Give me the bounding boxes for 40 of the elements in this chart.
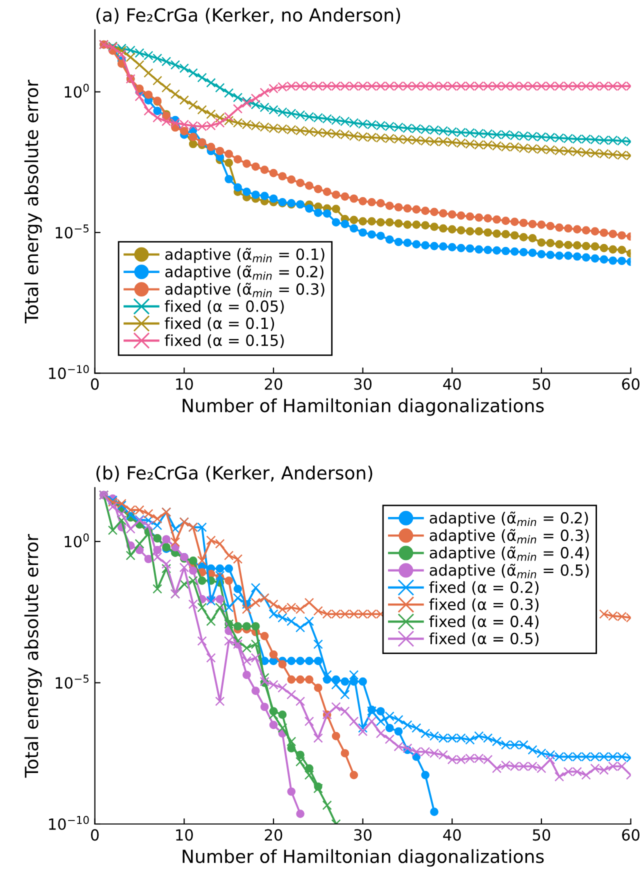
legend-label: adaptive (α̃$_{min}$ = 0.3) <box>165 282 324 298</box>
x-tick-label: 0 <box>91 378 99 390</box>
legend-label: fixed (α = 0.4) <box>429 615 538 630</box>
y-tick-label: 10$^{0}$ <box>64 533 89 548</box>
x-tick-label: 60 <box>622 378 640 390</box>
legend-label: adaptive (α̃$_{min}$ = 0.4) <box>430 546 589 562</box>
legend-label: fixed (α = 0.2) <box>429 581 538 595</box>
y-tick-label: 10$^{−5}$ <box>56 674 89 689</box>
x-tick-label: 30 <box>354 829 372 841</box>
legend-label: adaptive (α̃$_{min}$ = 0.3) <box>430 528 589 544</box>
y-tick-label: 10$^{−10}$ <box>49 365 89 380</box>
x-axis-title: Number of Hamiltonian diagonalizations <box>182 849 544 867</box>
y-axis-title: Total energy absolute error <box>24 534 42 778</box>
x-tick-label: 40 <box>443 829 461 841</box>
x-tick-label: 0 <box>91 829 99 841</box>
chart-title: (a) Fe₂CrGa (Kerker, no Anderson) <box>96 8 400 24</box>
y-tick-label: 10$^{−5}$ <box>56 224 89 238</box>
legend-label: adaptive (α̃$_{min}$ = 0.2) <box>430 512 588 527</box>
legend-label: fixed (α = 0.15) <box>164 334 284 348</box>
legend-label: fixed (α = 0.05) <box>164 300 284 314</box>
legend-label: fixed (α = 0.1) <box>164 317 274 331</box>
y-tick-label: 10$^{−10}$ <box>49 816 89 830</box>
legend-label: fixed (α = 0.5) <box>429 632 538 646</box>
y-tick-label: 10$^{0}$ <box>64 84 89 98</box>
y-axis-title: Total energy absolute error <box>24 80 42 324</box>
x-tick-label: 50 <box>532 378 550 390</box>
legend-label: fixed (α = 0.3) <box>429 598 538 612</box>
legend-label: adaptive (α̃$_{min}$ = 0.1) <box>165 248 324 263</box>
x-tick-label: 30 <box>354 378 372 390</box>
x-tick-label: 10 <box>176 829 193 841</box>
x-tick-label: 20 <box>264 378 282 390</box>
x-tick-label: 40 <box>443 378 461 390</box>
x-tick-label: 60 <box>622 829 640 841</box>
legend-label: adaptive (α̃$_{min}$ = 0.5) <box>430 564 589 579</box>
x-tick-label: 20 <box>264 829 282 841</box>
x-tick-label: 50 <box>532 829 550 841</box>
legend-label: adaptive (α̃$_{min}$ = 0.2) <box>165 265 324 280</box>
chart-title: (b) Fe₂CrGa (Kerker, Anderson) <box>96 466 372 482</box>
x-axis-title: Number of Hamiltonian diagonalizations <box>182 398 544 416</box>
x-tick-label: 10 <box>176 378 193 390</box>
